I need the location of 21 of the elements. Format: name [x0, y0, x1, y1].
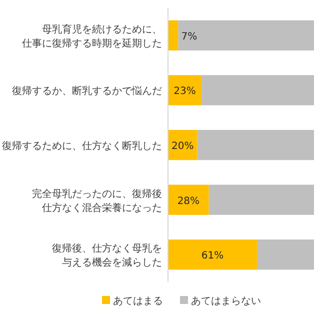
bar: [168, 240, 258, 270]
bar: [257, 240, 314, 270]
bar: [208, 184, 314, 215]
bar: [178, 20, 314, 50]
legend-label: あてはまる: [113, 296, 163, 307]
bar: [168, 20, 178, 50]
y-tick-label: 復帰後、仕方なく母乳を与える機会を減らした: [52, 242, 162, 269]
data-label: 7%: [181, 31, 198, 42]
y-tick-label: 復帰するために、仕方なく断乳した: [2, 140, 162, 152]
data-label: 28%: [177, 196, 200, 207]
data-label: 61%: [201, 250, 224, 262]
bar: [197, 130, 314, 160]
bar: [168, 75, 202, 106]
bar: [202, 75, 314, 106]
y-tick-label: 復帰するか、断乳するかで悩んだ: [12, 85, 162, 98]
data-label: 23%: [174, 86, 196, 98]
legend-label: あてはまらない: [191, 296, 261, 307]
y-tick-label: 母乳育児を続けるために、仕事に復帰する時期を延期した: [22, 23, 162, 50]
data-label: 20%: [171, 141, 194, 152]
y-tick-label: 完全母乳だったのに、復帰後仕方なく混合栄養になった: [32, 188, 162, 214]
bar: [168, 184, 209, 215]
